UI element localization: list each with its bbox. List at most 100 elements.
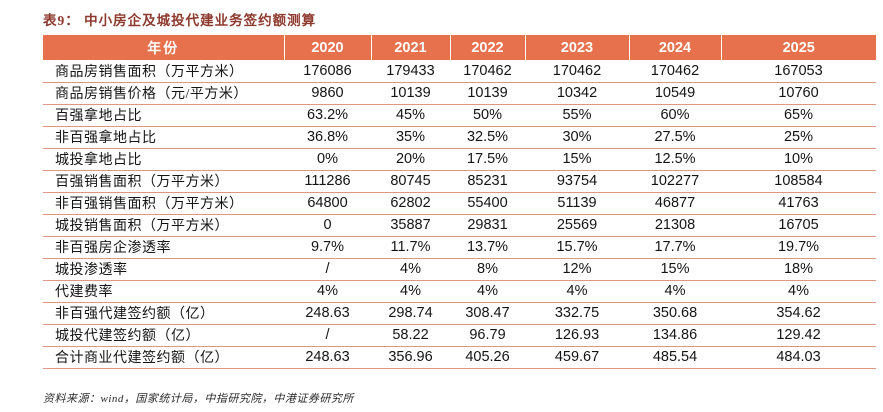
row-label: 城投代建签约额（亿） [43, 324, 284, 347]
row-label: 非百强代建签约额（亿） [43, 302, 284, 325]
header-cell-2025: 2025 [720, 35, 876, 60]
header-cell-2024: 2024 [628, 35, 721, 60]
cell-value: 9.7% [284, 236, 371, 259]
cell-value: 4% [721, 280, 876, 303]
cell-value: 64800 [284, 192, 371, 215]
cell-value: 10760 [721, 82, 876, 105]
table-row: 百强拿地占比 63.2% 45% 50% 55% 60% 65% [43, 104, 876, 127]
cell-value: 484.03 [721, 346, 876, 369]
header-cell-2022: 2022 [449, 35, 525, 60]
cell-value: 485.54 [629, 346, 721, 369]
cell-value: 15% [629, 258, 721, 281]
table-row: 城投代建签约额（亿）/58.22 96.79 126.93 134.86 129.42 [43, 324, 876, 347]
table-title: 表9： 中小房企及城投代建业务签约额测算 [43, 13, 317, 28]
cell-value: 4% [371, 280, 450, 303]
cell-value: 27.5% [629, 126, 721, 149]
table-row: 百强销售面积（万平方米） 111286 80745 85231 93754 102277 1… [43, 170, 876, 193]
table-row: 城投销售面积（万平方米） 0 35887 29831 25569 21308 16705 [43, 214, 876, 237]
header-cell-2021: 2021 [370, 35, 450, 60]
cell-value: 29831 [450, 214, 525, 237]
cell-value: 65% [721, 104, 876, 127]
cell-value: 459.67 [525, 346, 629, 369]
row-label: 商品房销售面积（万平方米） [43, 60, 284, 83]
cell-value: 35% [371, 126, 450, 149]
cell-value: 0 [284, 214, 371, 237]
cell-value: 17.5% [450, 148, 525, 171]
table-row: 商品房销售面积（万平方米） 176086 179433 170462 170462 170… [43, 60, 876, 83]
cell-value: 30% [525, 126, 629, 149]
header-cell-2023: 2023 [524, 35, 629, 60]
cell-value: 126.93 [525, 324, 629, 347]
row-label: 非百强房企渗透率 [43, 236, 284, 259]
cell-value: 46877 [629, 192, 721, 215]
cell-value: 20% [371, 148, 450, 171]
cell-value: 36.8% [284, 126, 371, 149]
cell-value: 32.5% [450, 126, 525, 149]
cell-value: 354.62 [721, 302, 876, 325]
table-row: 合计商业代建签约额（亿） 248.63 356.96 405.26 459.67 485.… [43, 346, 876, 369]
cell-value: 13.7% [450, 236, 525, 259]
cell-value: 12% [525, 258, 629, 281]
row-label: 代建费率 [43, 280, 284, 303]
header-cell-2020: 2020 [283, 35, 371, 60]
cell-value: 62802 [371, 192, 450, 215]
cell-value: 179433 [371, 60, 450, 83]
cell-value: 4% [371, 258, 450, 281]
cell-value: 0% [284, 148, 371, 171]
cell-value: / [284, 258, 371, 281]
cell-value: 102277 [629, 170, 721, 193]
cell-value: 60% [629, 104, 721, 127]
cell-value: 10% [721, 148, 876, 171]
row-label: 城投拿地占比 [43, 148, 284, 171]
row-label: 非百强拿地占比 [43, 126, 284, 149]
table-row: 城投拿地占比 0% 20% 17.5% 15% 12.5% 10% [43, 148, 876, 171]
table-header-row: 年份 2020 2021 2022 2023 2024 2025 [43, 35, 876, 60]
cell-value: 80745 [371, 170, 450, 193]
cell-value: 17.7% [629, 236, 721, 259]
cell-value: 10139 [450, 82, 525, 105]
cell-value: 35887 [371, 214, 450, 237]
cell-value: 170462 [629, 60, 721, 83]
cell-value: 167053 [721, 60, 876, 83]
cell-value: 248.63 [284, 302, 371, 325]
row-label: 百强拿地占比 [43, 104, 284, 127]
cell-value: 405.26 [450, 346, 525, 369]
table-row: 非百强销售面积（万平方米） 64800 62802 55400 51139 46877 41… [43, 192, 876, 215]
cell-value: 25569 [525, 214, 629, 237]
cell-value: 58.22 [371, 324, 450, 347]
row-label: 商品房销售价格（元/平方米） [43, 82, 284, 105]
cell-value: 170462 [525, 60, 629, 83]
header-cell-year-label: 年份 [43, 35, 284, 60]
source-note: 资料来源：wind，国家统计局，中指研究院，中港证券研究所 [43, 393, 354, 405]
cell-value: / [284, 324, 371, 347]
cell-value: 4% [450, 280, 525, 303]
cell-value: 51139 [525, 192, 629, 215]
row-label: 城投渗透率 [43, 258, 284, 281]
table-row: 城投渗透率/4% 8% 12% 15% 18% [43, 258, 876, 281]
table-row: 非百强房企渗透率 9.7% 11.7% 13.7% 15.7% 17.7% 19.7% [43, 236, 876, 259]
cell-value: 10139 [371, 82, 450, 105]
cell-value: 356.96 [371, 346, 450, 369]
row-label: 城投销售面积（万平方米） [43, 214, 284, 237]
cell-value: 16705 [721, 214, 876, 237]
cell-value: 25% [721, 126, 876, 149]
cell-value: 93754 [525, 170, 629, 193]
cell-value: 10342 [525, 82, 629, 105]
cell-value: 21308 [629, 214, 721, 237]
cell-value: 45% [371, 104, 450, 127]
cell-value: 85231 [450, 170, 525, 193]
cell-value: 55% [525, 104, 629, 127]
cell-value: 4% [629, 280, 721, 303]
cell-value: 12.5% [629, 148, 721, 171]
cell-value: 15% [525, 148, 629, 171]
cell-value: 108584 [721, 170, 876, 193]
cell-value: 55400 [450, 192, 525, 215]
cell-value: 134.86 [629, 324, 721, 347]
table-row: 非百强代建签约额（亿） 248.63 298.74 308.47 332.75 350.6… [43, 302, 876, 325]
cell-value: 41763 [721, 192, 876, 215]
cell-value: 18% [721, 258, 876, 281]
cell-value: 298.74 [371, 302, 450, 325]
row-label: 百强销售面积（万平方米） [43, 170, 284, 193]
row-label: 合计商业代建签约额（亿） [43, 346, 284, 369]
